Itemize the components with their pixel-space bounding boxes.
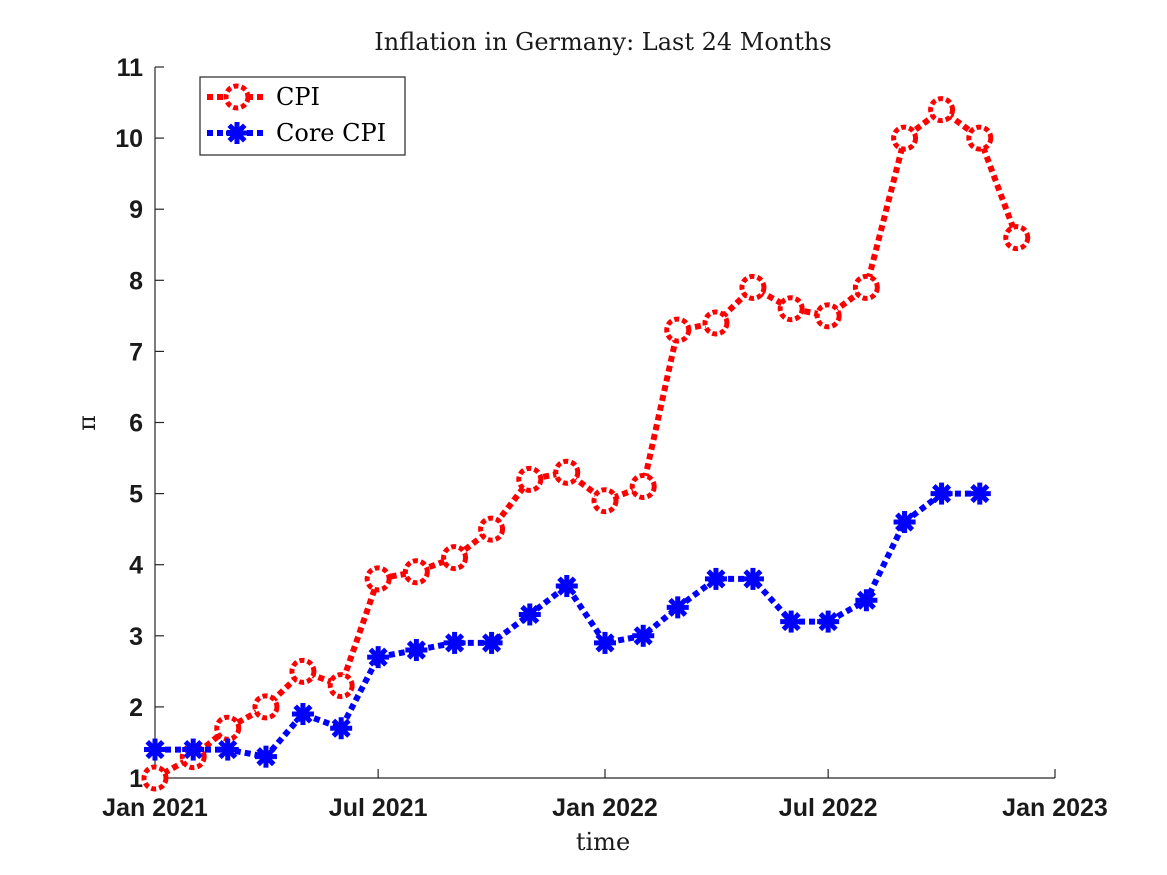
series-layer bbox=[141, 96, 1031, 792]
data-point-circle bbox=[966, 124, 994, 152]
data-point-star bbox=[893, 511, 916, 534]
y-tick-label: 7 bbox=[129, 338, 143, 366]
data-point-circle bbox=[629, 472, 657, 500]
series-core-cpi bbox=[144, 482, 991, 768]
data-point-circle bbox=[327, 672, 355, 700]
data-point-star bbox=[405, 639, 428, 662]
data-point-star bbox=[518, 603, 541, 626]
series-line bbox=[153, 105, 1020, 781]
data-point-star bbox=[291, 703, 314, 726]
series-line bbox=[155, 490, 980, 760]
data-point-star bbox=[443, 631, 466, 654]
data-point-circle bbox=[223, 83, 251, 111]
data-point-circle bbox=[891, 124, 919, 152]
data-point-circle bbox=[364, 565, 392, 593]
data-point-circle bbox=[591, 487, 619, 515]
data-point-star bbox=[182, 738, 205, 761]
data-point-star bbox=[144, 738, 166, 761]
x-tick-label: Jan 2023 bbox=[1002, 794, 1108, 822]
data-point-circle bbox=[777, 295, 805, 323]
data-point-circle bbox=[664, 316, 692, 344]
data-point-star bbox=[216, 738, 239, 761]
data-point-circle bbox=[252, 693, 280, 721]
y-tick-label: 6 bbox=[129, 410, 143, 438]
data-point-star bbox=[704, 567, 727, 590]
data-point-circle bbox=[478, 515, 506, 543]
y-tick-label: 5 bbox=[129, 481, 143, 509]
x-axis-label: time bbox=[576, 828, 630, 856]
data-point-circle bbox=[702, 309, 730, 337]
y-axis-label: π bbox=[73, 415, 101, 431]
x-tick-label: Jul 2022 bbox=[779, 794, 878, 822]
axes: 1 2 3 4 5 6 7 8 9 10 11 Jan 2021 Jul 2021 Jan 2022 Jul… bbox=[102, 54, 1108, 822]
data-point-star bbox=[968, 482, 991, 505]
y-tick-label: 10 bbox=[115, 125, 143, 153]
data-point-circle bbox=[1003, 224, 1031, 252]
series-cpi bbox=[141, 96, 1031, 792]
y-tick-label: 1 bbox=[129, 765, 143, 793]
y-tick-label: 9 bbox=[129, 196, 143, 224]
data-point-star bbox=[817, 610, 840, 633]
x-tick-label: Jul 2021 bbox=[329, 794, 428, 822]
data-point-circle bbox=[402, 558, 430, 586]
data-point-circle bbox=[928, 96, 956, 124]
data-point-star bbox=[367, 646, 390, 669]
data-point-circle bbox=[814, 302, 842, 330]
data-point-star bbox=[780, 610, 803, 633]
data-point-circle bbox=[441, 544, 469, 572]
legend-label: Core CPI bbox=[276, 119, 386, 147]
data-point-star bbox=[555, 575, 578, 598]
x-tick-label: Jan 2022 bbox=[552, 794, 658, 822]
y-tick-label: 2 bbox=[129, 694, 143, 722]
data-point-circle bbox=[852, 273, 880, 301]
y-tick-label: 3 bbox=[129, 623, 143, 651]
data-point-circle bbox=[141, 764, 169, 792]
y-tick-label: 4 bbox=[129, 552, 143, 580]
data-point-star bbox=[226, 122, 248, 144]
data-point-star bbox=[930, 482, 953, 505]
data-point-star bbox=[480, 631, 503, 654]
data-point-star bbox=[666, 596, 689, 619]
chart-title: Inflation in Germany: Last 24 Months bbox=[374, 28, 831, 56]
x-tick-label: Jan 2021 bbox=[102, 794, 208, 822]
data-point-star bbox=[330, 717, 353, 740]
data-point-circle bbox=[214, 714, 242, 742]
data-point-circle bbox=[516, 465, 544, 493]
data-point-star bbox=[741, 567, 764, 590]
legend: CPI Core CPI bbox=[199, 76, 406, 156]
y-tick-label: 11 bbox=[117, 54, 144, 82]
data-point-circle bbox=[739, 273, 767, 301]
data-point-star bbox=[254, 745, 277, 768]
data-point-circle bbox=[553, 458, 581, 486]
data-point-star bbox=[594, 631, 616, 654]
data-point-star bbox=[855, 589, 878, 612]
data-point-circle bbox=[289, 657, 317, 685]
data-point-star bbox=[632, 624, 655, 647]
y-tick-label: 8 bbox=[129, 267, 143, 295]
legend-label: CPI bbox=[276, 83, 320, 111]
